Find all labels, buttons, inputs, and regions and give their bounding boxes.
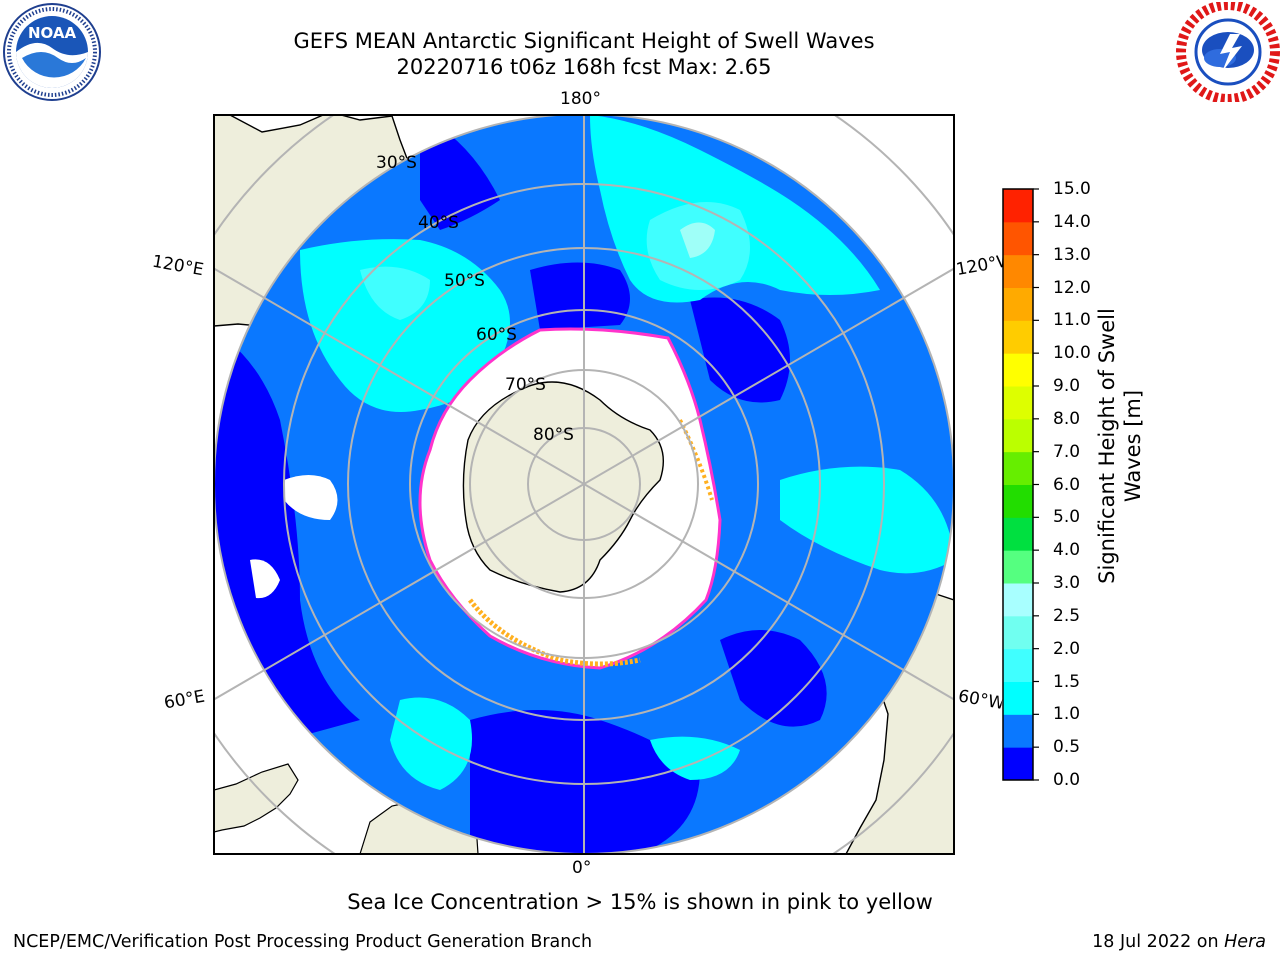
colorbar-tick-label: 13.0 — [1053, 244, 1091, 265]
lat-label-50s: 50°S — [444, 271, 485, 291]
lat-label-80s: 80°S — [533, 425, 574, 445]
colorbar-tick-label: 11.0 — [1053, 310, 1091, 331]
colorbar-tick-label: 12.0 — [1053, 277, 1091, 298]
lat-label-60s: 60°S — [476, 325, 517, 345]
colorbar-tick-label: 8.0 — [1053, 408, 1081, 429]
graticule — [214, 115, 954, 854]
colorbar-segment — [1003, 747, 1033, 781]
colorbar-title: Significant Height of Swell Waves [m] — [1094, 306, 1146, 586]
colorbar-segment — [1003, 517, 1033, 551]
colorbar-title-line2: Waves [m] — [1121, 389, 1145, 503]
colorbar-segment — [1003, 254, 1033, 288]
colorbar-segment — [1003, 320, 1033, 354]
lat-label-70s: 70°S — [505, 375, 546, 395]
footer-date-text: 18 Jul 2022 on — [1092, 932, 1225, 952]
colorbar-tick-label: 1.0 — [1053, 704, 1081, 725]
colorbar-tick-label: 4.0 — [1053, 540, 1081, 561]
noaa-logo: NOAA — [3, 3, 101, 101]
colorbar-tick-label: 6.0 — [1053, 474, 1081, 495]
colorbar — [1003, 188, 1039, 781]
colorbar-tick-label: 3.0 — [1053, 573, 1081, 593]
colorbar-segment — [1003, 615, 1033, 650]
colorbar-segment — [1003, 451, 1033, 485]
colorbar-segment — [1003, 287, 1033, 321]
colorbar-tick-label: 5.0 — [1053, 507, 1081, 528]
colorbar-segment — [1003, 418, 1033, 453]
colorbar-tick-label: 10.0 — [1053, 343, 1091, 364]
colorbar-tick-label: 2.0 — [1053, 638, 1081, 659]
colorbar-tick-label: 7.0 — [1053, 441, 1081, 462]
antarctica — [462, 381, 664, 593]
colorbar-segment — [1003, 583, 1033, 617]
colorbar-tick-label: 9.0 — [1053, 376, 1081, 396]
footer-date: 18 Jul 2022 on Hera — [1092, 932, 1266, 952]
footer-credit: NCEP/EMC/Verification Post Processing Pr… — [13, 932, 593, 952]
caption: Sea Ice Concentration > 15% is shown in … — [347, 890, 933, 914]
colorbar-segment — [1003, 550, 1033, 584]
colorbar-title-line1: Significant Height of Swell — [1095, 308, 1119, 584]
colorbar-tick-label: 0.5 — [1053, 737, 1081, 758]
chart-title: GEFS MEAN Antarctic Significant Height o… — [293, 29, 875, 53]
colorbar-segment — [1003, 648, 1033, 682]
lon-label-0: 0° — [572, 858, 592, 878]
colorbar-segment — [1003, 714, 1033, 748]
colorbar-segment — [1003, 353, 1033, 387]
colorbar-tick-label: 15.0 — [1053, 179, 1091, 199]
colorbar-segment — [1003, 221, 1033, 256]
colorbar-tick-label: 14.0 — [1053, 211, 1091, 232]
map-frame — [213, 114, 955, 855]
lat-label-30s: 30°S — [376, 153, 417, 173]
colorbar-tick-label: 2.5 — [1053, 605, 1081, 626]
chart-subtitle: 20220716 t06z 168h fcst Max: 2.65 — [396, 55, 772, 79]
noaa-logo-text: NOAA — [28, 24, 77, 42]
nws-logo — [1176, 2, 1280, 102]
colorbar-segment — [1003, 386, 1033, 420]
colorbar-segment — [1003, 681, 1033, 715]
colorbar-frame — [1002, 188, 1034, 781]
colorbar-tick-label: 0.0 — [1053, 770, 1081, 790]
colorbar-tick-label: 1.5 — [1053, 671, 1081, 692]
footer-machine: Hera — [1224, 932, 1266, 952]
colorbar-segment — [1003, 484, 1033, 518]
colorbar-segment — [1003, 189, 1033, 223]
lat-label-40s: 40°S — [418, 213, 459, 233]
lon-label-180: 180° — [560, 89, 601, 109]
